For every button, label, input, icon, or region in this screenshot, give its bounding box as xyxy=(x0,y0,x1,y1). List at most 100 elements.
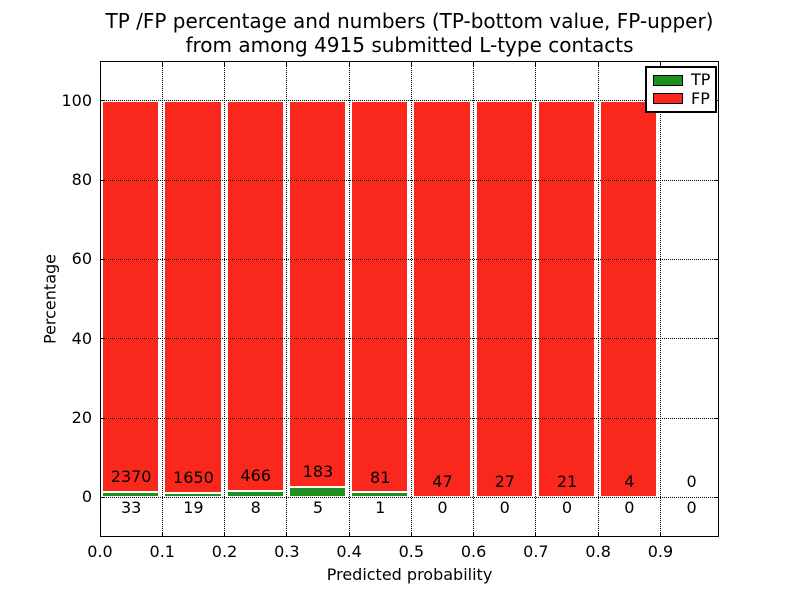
y-gridline xyxy=(100,338,719,340)
bar-segment-fp xyxy=(102,100,160,492)
x-tick xyxy=(410,532,412,536)
legend-swatch-tp xyxy=(653,74,683,86)
y-tick xyxy=(101,417,105,419)
y-gridline xyxy=(100,496,719,498)
fp-count-label: 466 xyxy=(240,465,271,485)
bar-segment-fp xyxy=(164,100,222,493)
y-tick-right xyxy=(714,179,718,181)
y-tick-right xyxy=(714,496,718,498)
fp-count-label: 4 xyxy=(624,472,635,492)
x-gridline xyxy=(410,61,412,537)
x-tick-label: 0.4 xyxy=(336,542,362,561)
bar-segment-tp xyxy=(288,486,347,498)
fp-count-label: 21 xyxy=(556,472,578,492)
fp-count-label: 27 xyxy=(494,472,515,492)
x-tick-top xyxy=(659,62,661,66)
y-tick xyxy=(101,258,105,260)
x-tick-label: 0.3 xyxy=(274,542,300,561)
x-gridline xyxy=(224,61,226,537)
x-tick-top xyxy=(473,62,475,66)
x-gridline xyxy=(348,61,350,537)
bar-segment-tp xyxy=(102,491,160,498)
bar-segment-fp xyxy=(537,100,596,498)
x-gridline xyxy=(659,61,661,537)
x-tick xyxy=(659,532,661,536)
y-tick-label: 60 xyxy=(71,249,92,269)
bar-segment-fp xyxy=(351,100,409,493)
bar-segment-fp xyxy=(600,100,658,498)
x-tick xyxy=(224,532,226,536)
x-tick-top xyxy=(286,62,288,66)
y-gridline xyxy=(100,100,719,102)
tp-count-label: 1 xyxy=(375,498,386,518)
bar-segment-fp xyxy=(413,100,471,498)
y-tick xyxy=(101,496,105,498)
bar-segment-fp xyxy=(288,100,347,487)
x-tick xyxy=(473,532,475,536)
chart-title-line1: TP /FP percentage and numbers (TP-bottom… xyxy=(105,9,714,33)
x-tick-top xyxy=(99,62,101,66)
y-tick-label: 40 xyxy=(71,328,92,348)
tp-count-label: 33 xyxy=(120,498,142,518)
y-gridline xyxy=(100,179,719,181)
bar-segment-fp xyxy=(226,100,284,491)
bar-segment-fp xyxy=(475,100,533,498)
x-tick-label: 0.0 xyxy=(87,542,113,561)
legend-label-fp: FP xyxy=(691,88,710,108)
x-tick-label: 0.8 xyxy=(585,542,611,561)
fp-count-label: 2370 xyxy=(110,466,152,486)
tp-count-label: 0 xyxy=(437,498,448,518)
x-tick-top xyxy=(410,62,412,66)
legend-label-tp: TP xyxy=(691,70,711,90)
legend-entry-tp: TP xyxy=(653,70,711,90)
tp-count-label: 19 xyxy=(183,498,204,518)
x-tick-top xyxy=(597,62,599,66)
legend-swatch-fp xyxy=(653,93,683,105)
x-axis-label: Predicted probability xyxy=(326,565,493,584)
x-gridline xyxy=(535,61,537,537)
tp-count-label: 0 xyxy=(624,498,635,518)
x-gridline xyxy=(473,61,475,537)
tp-count-label: 0 xyxy=(561,498,573,518)
y-tick-label: 80 xyxy=(71,170,92,189)
x-tick-top xyxy=(348,62,350,66)
y-tick-label: 20 xyxy=(71,408,92,427)
fp-count-label: 183 xyxy=(302,461,334,481)
y-tick-right xyxy=(714,338,718,340)
y-tick xyxy=(101,179,105,181)
y-gridline xyxy=(100,258,719,260)
legend: TP FP xyxy=(645,66,717,113)
y-tick-right xyxy=(714,258,718,260)
x-tick xyxy=(99,532,101,536)
x-tick-label: 0.6 xyxy=(460,542,487,561)
chart-title: TP /FP percentage and numbers (TP-bottom… xyxy=(100,9,719,57)
tp-count-label: 0 xyxy=(499,498,510,518)
y-tick-label: 100 xyxy=(61,90,92,110)
x-tick-label: 0.1 xyxy=(149,542,175,561)
x-tick xyxy=(597,532,599,536)
x-gridline xyxy=(597,61,599,537)
x-tick-label: 0.2 xyxy=(211,542,238,561)
fp-count-label: 81 xyxy=(370,467,391,487)
x-tick-top xyxy=(535,62,537,66)
x-tick xyxy=(348,532,350,536)
y-tick xyxy=(101,100,105,102)
x-gridline xyxy=(286,61,288,537)
x-tick-label: 0.5 xyxy=(398,542,425,561)
x-tick-label: 0.9 xyxy=(647,542,674,561)
tp-count-label: 5 xyxy=(312,498,324,518)
y-tick xyxy=(101,338,105,340)
x-gridline xyxy=(161,61,163,537)
fp-count-label: 47 xyxy=(432,472,453,492)
tp-count-label: 0 xyxy=(686,498,697,518)
y-tick-label: 0 xyxy=(81,487,92,507)
y-gridline xyxy=(100,417,719,419)
x-tick xyxy=(535,532,537,536)
x-tick xyxy=(161,532,163,536)
fp-count-label: 1650 xyxy=(173,467,214,487)
x-tick-label: 0.7 xyxy=(523,542,549,561)
x-tick xyxy=(286,532,288,536)
x-tick-top xyxy=(161,62,163,66)
fp-count-label: 0 xyxy=(686,472,697,492)
